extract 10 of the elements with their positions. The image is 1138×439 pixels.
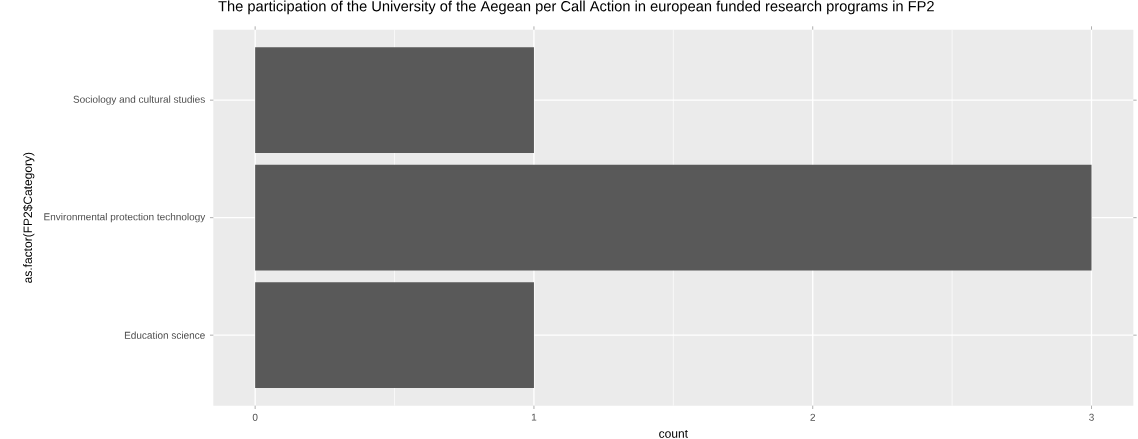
- y-tick-label: Environmental protection technology: [44, 213, 206, 223]
- chart-title: The participation of the University of the Aegean per Call Action in european funded research programs in FP2: [218, 0, 934, 15]
- x-axis-title: count: [659, 429, 688, 438]
- y-tick-label: Education science: [124, 331, 205, 339]
- y-tick-label: Sociology and cultural studies: [73, 95, 205, 105]
- x-tick-label: 3: [1089, 413, 1094, 421]
- x-tick-label: 0: [252, 413, 258, 421]
- y-axis-title: as.factor(FP2$Category): [22, 152, 35, 283]
- x-tick-label: 2: [810, 413, 816, 421]
- x-tick-label: 1: [531, 413, 537, 421]
